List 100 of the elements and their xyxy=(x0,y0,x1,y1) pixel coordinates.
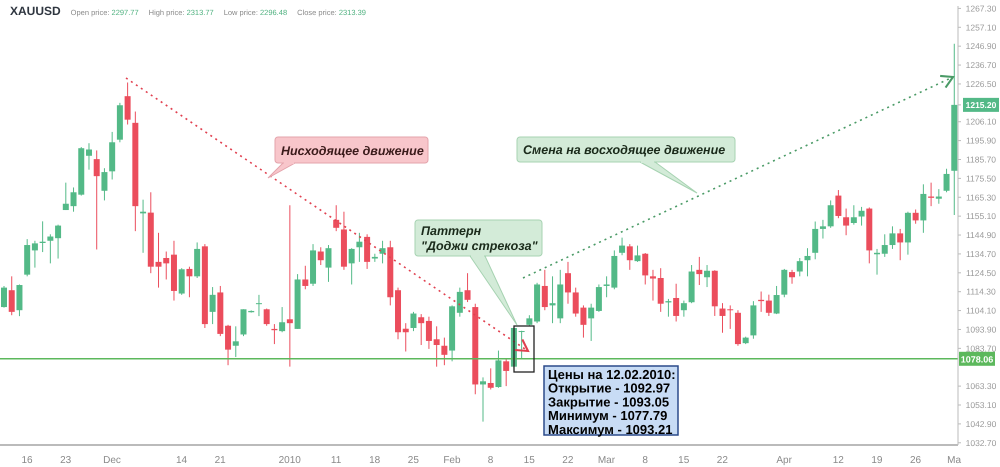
y-tick-label: 1083.70 xyxy=(966,343,997,354)
candlestick xyxy=(318,246,324,266)
x-tick-label: 19 xyxy=(871,455,883,466)
candlestick xyxy=(944,168,950,193)
candlestick xyxy=(936,188,942,204)
ref-line-label: 1078.06 xyxy=(960,354,994,364)
candlestick xyxy=(256,294,262,317)
y-tick-label: 1215.20 xyxy=(966,100,997,110)
x-tick-label: 18 xyxy=(369,455,381,466)
x-tick-label: 23 xyxy=(60,455,72,466)
candlestick xyxy=(1,285,7,308)
candlestick xyxy=(897,228,904,261)
x-tick-label: 14 xyxy=(176,455,188,466)
y-tick-label: 1185.70 xyxy=(966,154,996,164)
candlestick xyxy=(564,261,571,304)
x-tick-label: 26 xyxy=(910,455,922,466)
candlestick xyxy=(580,304,586,338)
candlestick xyxy=(596,284,602,312)
candlestick xyxy=(696,256,702,286)
candlestick xyxy=(680,300,687,318)
candlestick xyxy=(488,368,494,390)
candlestick xyxy=(464,272,471,303)
x-tick-label: Dec xyxy=(103,455,121,466)
candlestick xyxy=(820,219,826,240)
x-tick-label: Mar xyxy=(598,455,616,466)
candlestick xyxy=(456,287,463,318)
candlestick xyxy=(441,337,448,366)
x-tick-label: 16 xyxy=(21,455,34,466)
candlestick xyxy=(503,358,510,387)
x-tick-label: 25 xyxy=(408,455,420,466)
candlestick xyxy=(210,286,216,325)
candlestick xyxy=(828,200,834,228)
y-tick-label: 1236.70 xyxy=(966,60,997,70)
candlestick xyxy=(634,245,641,262)
annotation: Нисходящее движение xyxy=(281,144,424,158)
y-tick-label: 1144.90 xyxy=(966,230,996,240)
x-tick-label: Ma xyxy=(947,455,962,466)
candlestick xyxy=(279,306,286,333)
candlestick xyxy=(858,206,865,226)
x-tick-label: 15 xyxy=(678,455,690,466)
candlestick xyxy=(572,287,579,318)
y-tick-label: 1206.10 xyxy=(966,116,997,127)
candlestick xyxy=(264,308,270,326)
y-tick-label: 1155.10 xyxy=(966,211,996,222)
candlestick xyxy=(665,298,672,318)
candlestick xyxy=(889,226,896,250)
candlestick xyxy=(928,182,934,207)
candlestick xyxy=(619,237,626,256)
x-tick-label: 2010 xyxy=(278,455,302,466)
candlestick xyxy=(704,264,710,288)
y-tick-label: 1063.30 xyxy=(966,381,997,392)
x-tick-label: 8 xyxy=(488,455,494,466)
candlestick xyxy=(356,232,362,262)
candlestick xyxy=(812,221,818,260)
candlestick xyxy=(232,326,239,358)
y-tick-label: 1104.10 xyxy=(966,306,996,316)
y-tick-label: 1267.30 xyxy=(966,3,997,14)
candlestick xyxy=(850,204,857,226)
candlestick xyxy=(410,311,416,332)
x-tick-label: 11 xyxy=(330,455,342,466)
x-tick-label: Apr xyxy=(776,455,793,466)
x-tick-label: 21 xyxy=(214,455,226,466)
candlestick xyxy=(766,294,772,316)
y-tick-label: 1134.70 xyxy=(966,248,996,259)
candlestick xyxy=(789,269,796,284)
candlestick xyxy=(32,240,38,268)
candlestick xyxy=(796,257,803,277)
y-tick-label: 1124.50 xyxy=(966,268,996,278)
candlestick xyxy=(550,276,556,324)
candlestick xyxy=(835,190,842,219)
candlestick xyxy=(912,208,919,224)
candlestick xyxy=(140,199,146,254)
x-tick-label: Feb xyxy=(443,455,462,466)
candlestick xyxy=(642,252,648,285)
y-tick-label: 1093.90 xyxy=(966,324,997,334)
x-tick-label: 12 xyxy=(832,455,844,466)
y-tick-label: 1053.10 xyxy=(966,400,997,410)
y-tick-label: 1195.90 xyxy=(966,136,996,146)
candlestick xyxy=(325,244,332,282)
candlestick xyxy=(94,150,100,250)
x-tick-label: 22 xyxy=(716,455,728,466)
candlestick xyxy=(286,204,293,368)
y-tick-label: 1114.30 xyxy=(966,286,996,297)
candlestick xyxy=(604,276,610,298)
y-tick-label: 1042.90 xyxy=(966,418,997,429)
candlestick xyxy=(804,248,810,277)
candlestick xyxy=(348,248,355,285)
candlestick xyxy=(186,266,192,298)
candlestick xyxy=(124,82,131,125)
candlestick xyxy=(40,220,46,253)
chart-title: XAUUSD xyxy=(10,4,61,18)
x-tick-label: 15 xyxy=(524,455,536,466)
x-tick-label: 22 xyxy=(562,455,574,466)
candlestick xyxy=(8,276,15,316)
candlestick xyxy=(542,269,548,311)
y-tick-label: 1246.90 xyxy=(966,41,997,52)
candlestick xyxy=(774,285,780,315)
candlestick xyxy=(588,303,594,342)
candlestick xyxy=(333,204,340,232)
y-tick-label: 1175.50 xyxy=(966,173,996,184)
